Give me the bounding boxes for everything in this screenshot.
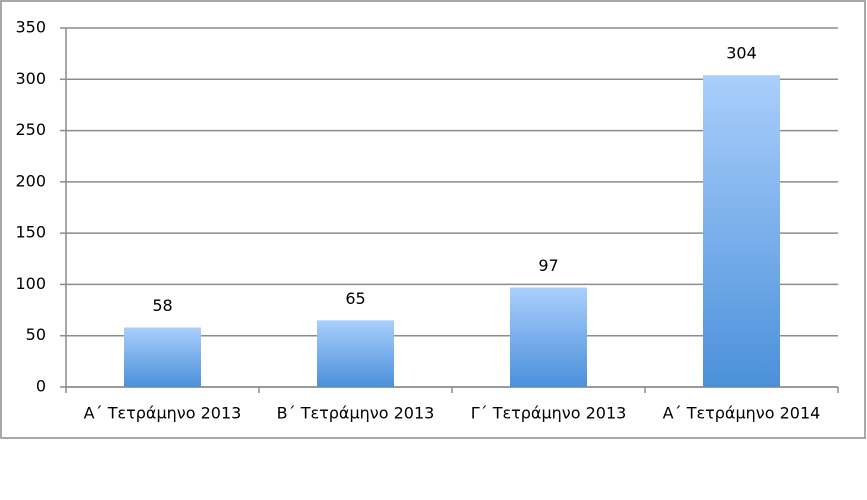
y-tick-label: 100 bbox=[15, 274, 46, 293]
y-tick-label: 50 bbox=[26, 325, 46, 344]
bar bbox=[317, 320, 394, 387]
data-label: 304 bbox=[726, 44, 757, 63]
bar bbox=[703, 75, 780, 387]
x-tick-label: Α΄ Τετράμηνο 2013 bbox=[84, 404, 242, 423]
y-tick-label: 350 bbox=[15, 18, 46, 37]
y-tick-label: 250 bbox=[15, 120, 46, 139]
bar bbox=[510, 287, 587, 387]
y-tick-label: 200 bbox=[15, 171, 46, 190]
y-tick-label: 300 bbox=[15, 69, 46, 88]
data-label: 58 bbox=[152, 296, 172, 315]
x-tick-label: Γ΄ Τετράμηνο 2013 bbox=[471, 404, 627, 423]
y-tick-label: 0 bbox=[36, 377, 46, 396]
data-label: 97 bbox=[538, 256, 558, 275]
data-label: 65 bbox=[345, 289, 365, 308]
bar bbox=[124, 327, 201, 387]
y-tick-label: 150 bbox=[15, 223, 46, 242]
x-tick-label: Α΄ Τετράμηνο 2014 bbox=[663, 404, 821, 423]
x-tick-label: Β΄ Τετράμηνο 2013 bbox=[277, 404, 435, 423]
